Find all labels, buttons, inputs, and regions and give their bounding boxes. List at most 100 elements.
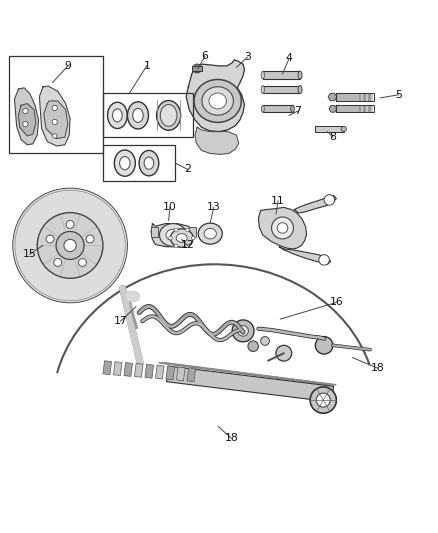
Ellipse shape [261,106,264,112]
Circle shape [315,336,333,354]
Bar [103,361,112,375]
Text: 15: 15 [23,249,37,259]
Circle shape [78,259,86,266]
Bar [364,106,366,112]
Circle shape [13,189,127,302]
Bar [113,362,122,376]
Circle shape [37,213,103,278]
Bar [366,93,368,101]
Circle shape [174,228,178,232]
Bar [336,106,359,112]
Bar [263,106,293,112]
Text: 13: 13 [207,203,221,212]
Text: 18: 18 [224,433,238,443]
Text: 4: 4 [286,53,293,63]
Ellipse shape [166,229,180,241]
Circle shape [66,221,74,229]
Circle shape [310,387,336,413]
Circle shape [191,236,195,240]
Circle shape [272,217,293,239]
Ellipse shape [113,109,122,122]
Text: 2: 2 [184,164,191,174]
Text: 10: 10 [163,203,177,212]
Bar [103,145,175,181]
Ellipse shape [204,229,216,239]
Text: 1: 1 [143,61,150,71]
Circle shape [186,228,189,232]
Ellipse shape [127,102,148,129]
Polygon shape [279,247,331,264]
Text: 11: 11 [271,196,285,206]
Circle shape [186,244,189,248]
Ellipse shape [120,157,130,169]
Polygon shape [329,106,337,112]
Bar [364,93,366,101]
Text: 17: 17 [113,316,127,326]
Circle shape [52,119,57,125]
Bar [189,227,196,237]
Bar [151,227,158,237]
Bar [336,93,359,101]
Circle shape [23,122,28,127]
Ellipse shape [139,150,159,176]
Circle shape [64,239,76,252]
Circle shape [238,326,248,336]
Ellipse shape [341,126,346,132]
Circle shape [23,108,28,114]
Bar [192,66,202,71]
Polygon shape [14,88,39,145]
Bar [9,56,103,152]
Ellipse shape [170,229,193,247]
Bar [145,364,154,378]
Ellipse shape [159,223,187,246]
Ellipse shape [298,86,302,93]
Circle shape [13,189,127,302]
Text: 7: 7 [294,106,301,116]
Circle shape [56,231,84,260]
Circle shape [316,393,330,407]
Polygon shape [39,86,70,146]
Circle shape [319,255,329,265]
Text: 6: 6 [201,51,208,61]
Polygon shape [258,207,307,249]
Ellipse shape [160,104,177,126]
Bar [336,93,374,101]
Polygon shape [186,60,244,132]
Circle shape [277,223,288,233]
Text: 5: 5 [395,90,402,100]
Ellipse shape [261,71,265,79]
Ellipse shape [107,102,127,128]
Circle shape [193,64,201,73]
Bar [359,93,361,101]
Bar [134,364,143,377]
Polygon shape [151,223,194,247]
Polygon shape [44,101,68,139]
Ellipse shape [114,150,135,176]
Circle shape [248,341,258,351]
Bar [361,106,364,112]
Circle shape [53,134,57,138]
Circle shape [46,235,54,243]
Ellipse shape [176,233,187,243]
Bar [124,362,133,376]
Circle shape [276,345,292,361]
Ellipse shape [157,101,180,130]
Circle shape [86,235,94,243]
Polygon shape [328,93,337,101]
Bar [263,71,300,79]
Text: 12: 12 [180,240,194,251]
Ellipse shape [198,223,222,244]
Bar [315,126,344,132]
Ellipse shape [261,86,265,93]
Polygon shape [195,127,239,155]
Text: 18: 18 [371,363,385,373]
Bar [368,106,371,112]
Circle shape [54,259,62,266]
Bar [371,106,373,112]
Bar [336,106,374,112]
Text: 9: 9 [64,61,71,71]
Bar [366,106,368,112]
Text: 3: 3 [244,52,251,62]
Circle shape [169,236,172,240]
Bar [371,93,373,101]
